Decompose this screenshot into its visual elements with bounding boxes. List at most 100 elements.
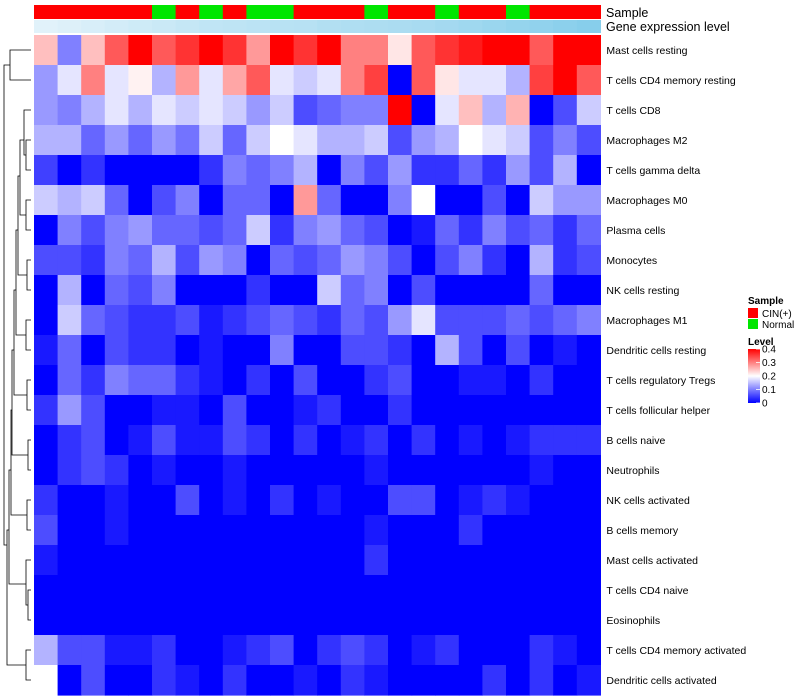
heatmap-cell [411,515,436,546]
gene-expression-annotation-cell [482,20,507,33]
heatmap-cell [553,575,578,606]
heatmap-cell [458,575,483,606]
heatmap-cell [222,215,247,246]
heatmap-cell [57,425,82,456]
heatmap-cell [81,155,106,186]
heatmap-cell [222,335,247,366]
heatmap-cell [388,395,413,426]
heatmap-cell [529,605,554,636]
heatmap-cell [175,365,200,396]
heatmap-cell [152,185,177,216]
heatmap-cell [458,35,483,66]
sample-annotation-cell [506,5,531,19]
heatmap-cell [104,95,129,126]
dendrogram-branch [8,469,26,585]
heatmap-cell [506,155,531,186]
heatmap-cell [435,425,460,456]
heatmap-cell [104,515,129,546]
dendrogram-branch [23,109,31,156]
legend-level-ticks: 0.4 0.3 0.2 0.1 0 [756,345,776,410]
sample-annotation-cell [388,5,413,19]
heatmap-cell [553,515,578,546]
heatmap-cell [34,215,59,246]
heatmap-cell [317,485,342,516]
heatmap-cell [128,365,153,396]
heatmap-cell [246,35,271,66]
heatmap-cell [529,305,554,336]
heatmap-cell [104,125,129,156]
heatmap-cell [458,365,483,396]
gene-expression-annotation-cell [340,20,365,33]
heatmap-cell [81,515,106,546]
heatmap-cell [104,545,129,576]
heatmap-cell [34,425,59,456]
heatmap-cell [81,305,106,336]
heatmap-cell [388,455,413,486]
heatmap-cell [293,245,318,276]
heatmap-cell [458,635,483,666]
heatmap-cell [506,335,531,366]
legend-level-tick-label: 0 [762,399,768,410]
heatmap-cell [128,95,153,126]
heatmap-cell [317,125,342,156]
heatmap-cell [553,605,578,636]
heatmap-cell [222,635,247,666]
heatmap-cell [128,65,153,96]
heatmap-cell [388,665,413,696]
heatmap-cell [57,215,82,246]
heatmap-cell [152,425,177,456]
heatmap-cell [529,515,554,546]
heatmap-cell [529,35,554,66]
legend-level-tick-label: 0.2 [762,372,776,383]
sample-annotation-cell [81,5,106,19]
heatmap-cell [340,335,365,366]
legend: Sample CIN(+)Normal Level 0.4 0.3 0.2 0.1 0 [748,296,794,410]
heatmap-cell [293,485,318,516]
heatmap-cell [246,635,271,666]
heatmap-cell [152,665,177,696]
heatmap-cell [81,425,106,456]
heatmap-cell [506,635,531,666]
heatmap-cell [576,395,601,426]
heatmap-cell [553,245,578,276]
heatmap-cell [458,245,483,276]
heatmap-cell [388,575,413,606]
heatmap-cell [482,185,507,216]
heatmap-cell [222,395,247,426]
heatmap-cell [57,65,82,96]
heatmap-cell [411,185,436,216]
heatmap-cell [340,35,365,66]
heatmap-cell [57,95,82,126]
heatmap-cell [458,605,483,636]
heatmap-cell [317,245,342,276]
gene-expression-annotation-cell [576,20,601,33]
heatmap-cell [246,485,271,516]
heatmap-cell [553,335,578,366]
legend-level-tick-label: 0.3 [762,358,776,369]
heatmap-cell [246,275,271,306]
dendrogram-branch [26,259,31,291]
heatmap-cell [482,545,507,576]
gene-expression-annotation-cell [104,20,129,33]
heatmap-cell [364,485,389,516]
heatmap-cell [199,455,224,486]
heatmap-cell [411,665,436,696]
heatmap-cell [506,35,531,66]
heatmap-cell [411,365,436,396]
heatmap-cell [576,35,601,66]
heatmap-cell [364,245,389,276]
heatmap-cell [34,455,59,486]
heatmap-cell [175,215,200,246]
heatmap-cell [152,545,177,576]
heatmap-cell [81,35,106,66]
heatmap-cell [482,65,507,96]
heatmap-cell [57,185,82,216]
heatmap-cell [175,455,200,486]
heatmap-cell [364,665,389,696]
heatmap-cell [270,95,295,126]
heatmap-cell [529,125,554,156]
heatmap-cell [246,425,271,456]
heatmap-cell [175,425,200,456]
heatmap-cell [317,515,342,546]
